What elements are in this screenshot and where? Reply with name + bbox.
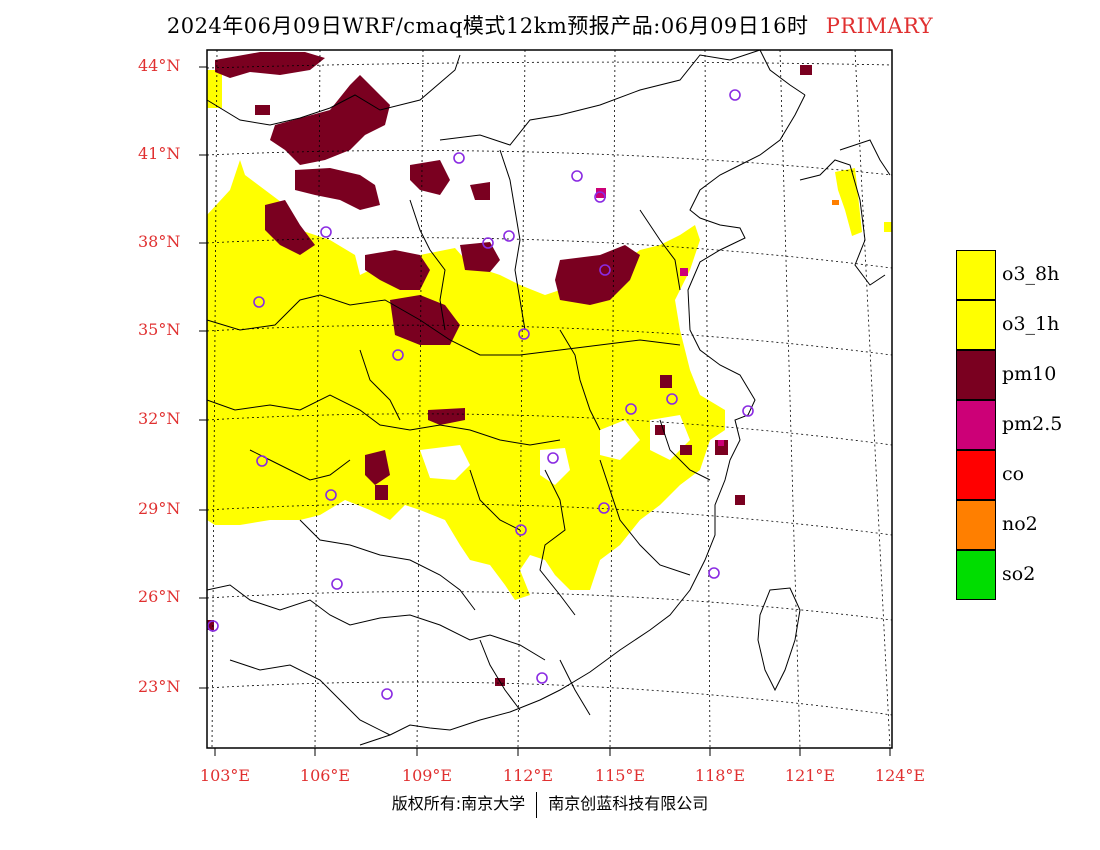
legend-label: so2 bbox=[1002, 563, 1036, 585]
legend-item: co bbox=[956, 450, 1100, 500]
legend-swatch bbox=[956, 550, 996, 600]
lon-label: 106°E bbox=[299, 766, 351, 785]
station-marker bbox=[253, 296, 265, 308]
station-marker bbox=[515, 524, 527, 536]
legend-swatch bbox=[956, 450, 996, 500]
station-marker bbox=[256, 455, 268, 467]
lat-label: 23°N bbox=[138, 677, 181, 696]
station-marker bbox=[599, 264, 611, 276]
title-mode: PRIMARY bbox=[825, 14, 934, 38]
station-marker bbox=[392, 349, 404, 361]
copyright-footer: 版权所有:南京大学 南京创蓝科技有限公司 bbox=[0, 790, 1100, 818]
lat-label: 29°N bbox=[138, 499, 181, 518]
lon-label: 109°E bbox=[401, 766, 453, 785]
lat-label: 26°N bbox=[138, 587, 181, 606]
station-marker bbox=[547, 452, 559, 464]
station-marker bbox=[503, 230, 515, 242]
station-markers bbox=[207, 89, 754, 700]
legend-label: o3_1h bbox=[1002, 313, 1060, 335]
lon-label: 112°E bbox=[502, 766, 554, 785]
lon-label: 121°E bbox=[784, 766, 836, 785]
legend-label: no2 bbox=[1002, 513, 1038, 535]
lat-label: 35°N bbox=[138, 320, 181, 339]
station-marker bbox=[708, 567, 720, 579]
pm25-region bbox=[596, 188, 724, 446]
no2-region bbox=[832, 200, 839, 205]
station-marker bbox=[482, 237, 494, 249]
station-marker bbox=[625, 403, 637, 415]
lon-label: 124°E bbox=[874, 766, 926, 785]
copyright-right: 南京创蓝科技有限公司 bbox=[548, 794, 709, 813]
map-frame bbox=[206, 49, 893, 749]
legend-item: pm2.5 bbox=[956, 400, 1100, 450]
legend-swatch bbox=[956, 350, 996, 400]
lat-label: 32°N bbox=[138, 409, 181, 428]
lat-label: 41°N bbox=[138, 144, 181, 163]
lon-label: 103°E bbox=[199, 766, 251, 785]
legend-label: co bbox=[1002, 463, 1025, 485]
copyright-left: 版权所有:南京大学 bbox=[391, 794, 526, 813]
legend-swatch bbox=[956, 400, 996, 450]
station-marker bbox=[320, 226, 332, 238]
legend-swatch bbox=[956, 300, 996, 350]
lat-label: 38°N bbox=[138, 232, 181, 251]
station-marker bbox=[742, 405, 754, 417]
lat-label: 44°N bbox=[138, 56, 181, 75]
station-marker bbox=[729, 89, 741, 101]
map-title: 2024年06月09日WRF/cmaq模式12km预报产品:06月09日16时 … bbox=[0, 10, 1100, 40]
legend-swatch bbox=[956, 500, 996, 550]
station-marker bbox=[571, 170, 583, 182]
title-text: 2024年06月09日WRF/cmaq模式12km预报产品:06月09日16时 bbox=[166, 14, 809, 38]
station-marker bbox=[594, 191, 606, 203]
legend-item: pm10 bbox=[956, 350, 1100, 400]
station-marker bbox=[381, 688, 393, 700]
graticule bbox=[206, 49, 893, 749]
legend-label: pm2.5 bbox=[1002, 413, 1063, 435]
station-marker bbox=[207, 620, 219, 632]
boundary-lines bbox=[206, 49, 891, 746]
legend-item: so2 bbox=[956, 550, 1100, 600]
legend-item: o3_8h bbox=[956, 250, 1100, 300]
station-marker bbox=[536, 672, 548, 684]
station-marker bbox=[325, 489, 337, 501]
legend-item: o3_1h bbox=[956, 300, 1100, 350]
footer-separator bbox=[536, 791, 538, 818]
lon-label: 115°E bbox=[594, 766, 646, 785]
station-marker bbox=[518, 328, 530, 340]
legend-label: pm10 bbox=[1002, 363, 1057, 385]
legend-label: o3_8h bbox=[1002, 263, 1060, 285]
legend-swatch bbox=[956, 250, 996, 300]
lon-label: 118°E bbox=[694, 766, 746, 785]
legend-item: no2 bbox=[956, 500, 1100, 550]
station-marker bbox=[598, 502, 610, 514]
station-marker bbox=[331, 578, 343, 590]
axis-ticks bbox=[199, 66, 891, 756]
station-marker bbox=[453, 152, 465, 164]
station-marker bbox=[666, 393, 678, 405]
